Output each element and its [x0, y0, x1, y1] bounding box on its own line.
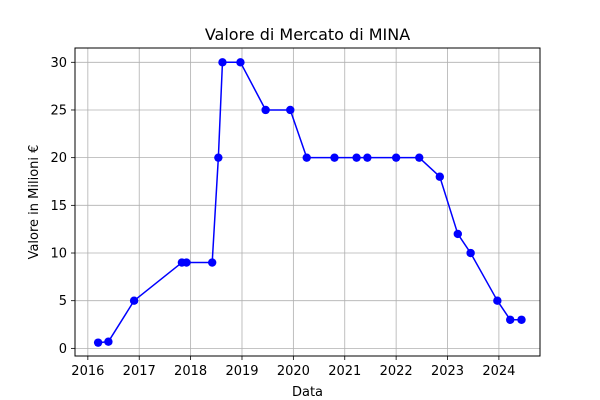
x-axis: 2016 2017 2018 2019 2020 2021 2022 2023 2024 [71, 356, 515, 379]
data-point [517, 315, 526, 324]
x-tick-label: 2018 [174, 364, 207, 379]
x-tick-label: 2022 [380, 364, 413, 379]
grid [75, 48, 540, 356]
series-layer [93, 58, 526, 347]
y-tick-label: 25 [50, 103, 67, 118]
y-tick-label: 15 [50, 199, 67, 214]
data-point [218, 58, 227, 67]
x-tick-label: 2020 [277, 364, 310, 379]
chart-title: Valore di Mercato di MINA [205, 25, 410, 44]
y-axis: 0 5 10 15 20 25 30 [50, 56, 75, 357]
x-tick-label: 2023 [431, 364, 464, 379]
data-point [236, 58, 245, 67]
data-point [302, 153, 311, 162]
data-point [391, 153, 401, 162]
x-axis-label: Data [292, 385, 323, 400]
data-point [453, 229, 462, 239]
y-tick-label: 20 [50, 151, 67, 166]
y-axis-label: Valore in Milioni € [27, 145, 42, 260]
data-point [104, 337, 113, 346]
data-point [363, 153, 372, 162]
x-tick-label: 2016 [71, 364, 104, 379]
x-tick-label: 2021 [328, 364, 361, 379]
data-point [182, 258, 191, 267]
plot-frame [74, 47, 541, 357]
data-point [286, 105, 295, 115]
data-point [466, 248, 475, 258]
x-tick-label: 2017 [123, 364, 156, 379]
y-tick-label: 5 [59, 294, 67, 309]
y-tick-label: 0 [59, 342, 67, 357]
data-point [93, 338, 103, 347]
data-point [415, 153, 424, 162]
y-tick-label: 10 [50, 247, 67, 262]
data-point [505, 315, 515, 324]
data-point [493, 296, 502, 305]
x-tick-label: 2019 [225, 364, 258, 379]
data-point [214, 153, 223, 162]
y-tick-label: 30 [50, 56, 67, 71]
data-point [207, 258, 217, 267]
data-point [352, 153, 361, 162]
data-point [129, 296, 139, 305]
data-point [330, 153, 339, 162]
x-tick-label: 2024 [482, 364, 515, 379]
data-point [261, 105, 270, 115]
data-point [435, 172, 445, 181]
